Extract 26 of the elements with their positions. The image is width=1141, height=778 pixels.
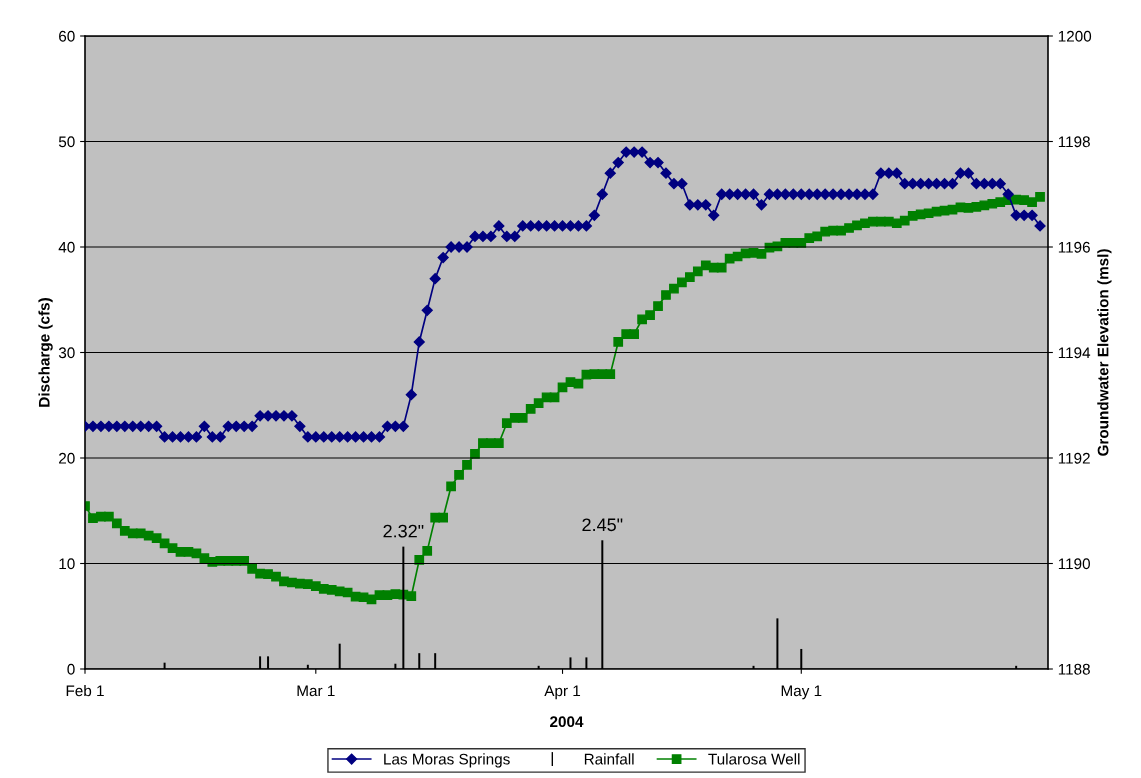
- y-tick-label: 10: [59, 558, 75, 570]
- x-tick-label: Apr 1: [544, 685, 581, 700]
- y2-tick-label: 1188: [1058, 663, 1090, 675]
- y2-tick-label: 1200: [1058, 30, 1092, 42]
- y-tick-label: 50: [58, 136, 75, 148]
- legend-label: Rainfall: [584, 753, 634, 765]
- annotation: 2.45": [582, 518, 623, 532]
- x-axis-title: 2004: [550, 716, 584, 728]
- y2-tick-label: 1190: [1058, 558, 1090, 570]
- y-axis-title: Discharge (cfs): [38, 298, 53, 407]
- x-tick-label: Feb 1: [66, 684, 104, 697]
- x-tick-label: May 1: [781, 685, 822, 700]
- y2-axis-title: Groundwater Elevation (msl): [1097, 249, 1112, 456]
- y-tick-label: 30: [58, 347, 75, 359]
- legend-label: Las Moras Springs: [384, 753, 510, 768]
- annotation: 2.32": [383, 524, 424, 538]
- y2-tick-label: 1196: [1058, 241, 1090, 253]
- y-tick-label: 60: [59, 30, 75, 42]
- legend-label: Tularosa Well: [708, 753, 800, 765]
- y-tick-label: 0: [67, 663, 75, 675]
- y2-tick-label: 1192: [1058, 452, 1090, 464]
- y-tick-label: 20: [59, 452, 75, 464]
- y2-tick-label: 1198: [1058, 136, 1090, 148]
- y2-tick-label: 1194: [1058, 347, 1091, 359]
- x-tick-label: Mar 1: [297, 685, 335, 697]
- y-tick-label: 40: [58, 241, 75, 253]
